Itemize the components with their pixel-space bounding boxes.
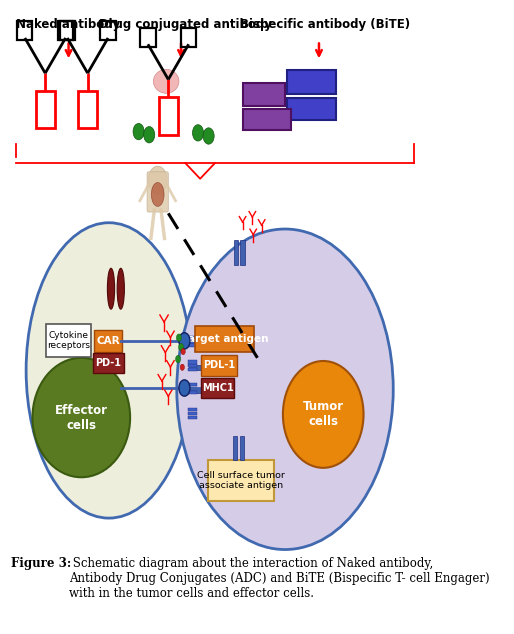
Text: Drug conjugated antibody: Drug conjugated antibody [99, 18, 272, 31]
FancyBboxPatch shape [188, 408, 197, 411]
Circle shape [133, 124, 144, 139]
FancyBboxPatch shape [188, 412, 197, 415]
Text: Effector
cells: Effector cells [55, 404, 108, 432]
FancyBboxPatch shape [95, 330, 122, 352]
Circle shape [149, 166, 167, 194]
FancyBboxPatch shape [195, 327, 254, 352]
FancyBboxPatch shape [188, 391, 197, 394]
Circle shape [180, 364, 185, 370]
Circle shape [178, 344, 183, 351]
FancyBboxPatch shape [188, 364, 197, 367]
Circle shape [176, 334, 181, 342]
Text: Naked antibody: Naked antibody [16, 18, 121, 31]
Text: CAR: CAR [96, 336, 120, 346]
Ellipse shape [32, 358, 130, 477]
FancyBboxPatch shape [234, 240, 238, 265]
FancyBboxPatch shape [287, 98, 336, 120]
FancyBboxPatch shape [188, 387, 197, 390]
FancyBboxPatch shape [200, 378, 234, 398]
Text: PD-1: PD-1 [96, 358, 121, 368]
Circle shape [179, 333, 190, 349]
FancyBboxPatch shape [188, 383, 197, 386]
Ellipse shape [26, 223, 192, 518]
FancyBboxPatch shape [188, 336, 197, 339]
Circle shape [144, 127, 155, 143]
FancyBboxPatch shape [200, 354, 237, 376]
Text: Cell surface tumor
associate antigen: Cell surface tumor associate antigen [197, 470, 285, 490]
Text: Schematic diagram about the interaction of Naked antibody,
Antibody Drug Conjuga: Schematic diagram about the interaction … [68, 557, 489, 600]
Text: Cytokine
receptors: Cytokine receptors [47, 330, 90, 350]
Circle shape [181, 349, 185, 354]
FancyBboxPatch shape [147, 172, 168, 212]
FancyBboxPatch shape [189, 365, 227, 370]
FancyBboxPatch shape [189, 389, 225, 393]
FancyBboxPatch shape [188, 340, 197, 343]
FancyBboxPatch shape [46, 324, 91, 356]
Ellipse shape [117, 268, 124, 309]
Ellipse shape [151, 183, 164, 207]
FancyBboxPatch shape [189, 342, 229, 346]
Ellipse shape [283, 361, 363, 468]
Circle shape [177, 229, 393, 550]
Circle shape [203, 128, 214, 144]
Ellipse shape [107, 268, 115, 309]
Circle shape [179, 380, 190, 396]
Text: MHC1: MHC1 [201, 383, 233, 393]
Text: Bispecific antibody (BiTE): Bispecific antibody (BiTE) [240, 18, 410, 31]
FancyBboxPatch shape [287, 70, 336, 94]
FancyBboxPatch shape [188, 344, 197, 347]
FancyBboxPatch shape [188, 368, 197, 371]
Text: Tumor
cells: Tumor cells [303, 401, 344, 429]
FancyBboxPatch shape [243, 83, 285, 106]
FancyBboxPatch shape [188, 416, 197, 419]
FancyBboxPatch shape [208, 460, 274, 500]
Text: Figure 3:: Figure 3: [11, 557, 71, 570]
Text: Target antigen: Target antigen [181, 334, 268, 344]
Circle shape [193, 125, 204, 141]
FancyBboxPatch shape [241, 240, 245, 265]
Circle shape [175, 355, 180, 363]
Text: PDL-1: PDL-1 [203, 360, 235, 370]
FancyBboxPatch shape [233, 436, 237, 460]
FancyBboxPatch shape [240, 436, 244, 460]
FancyBboxPatch shape [188, 360, 197, 363]
Ellipse shape [154, 69, 179, 93]
FancyBboxPatch shape [93, 353, 124, 373]
FancyBboxPatch shape [243, 109, 291, 131]
